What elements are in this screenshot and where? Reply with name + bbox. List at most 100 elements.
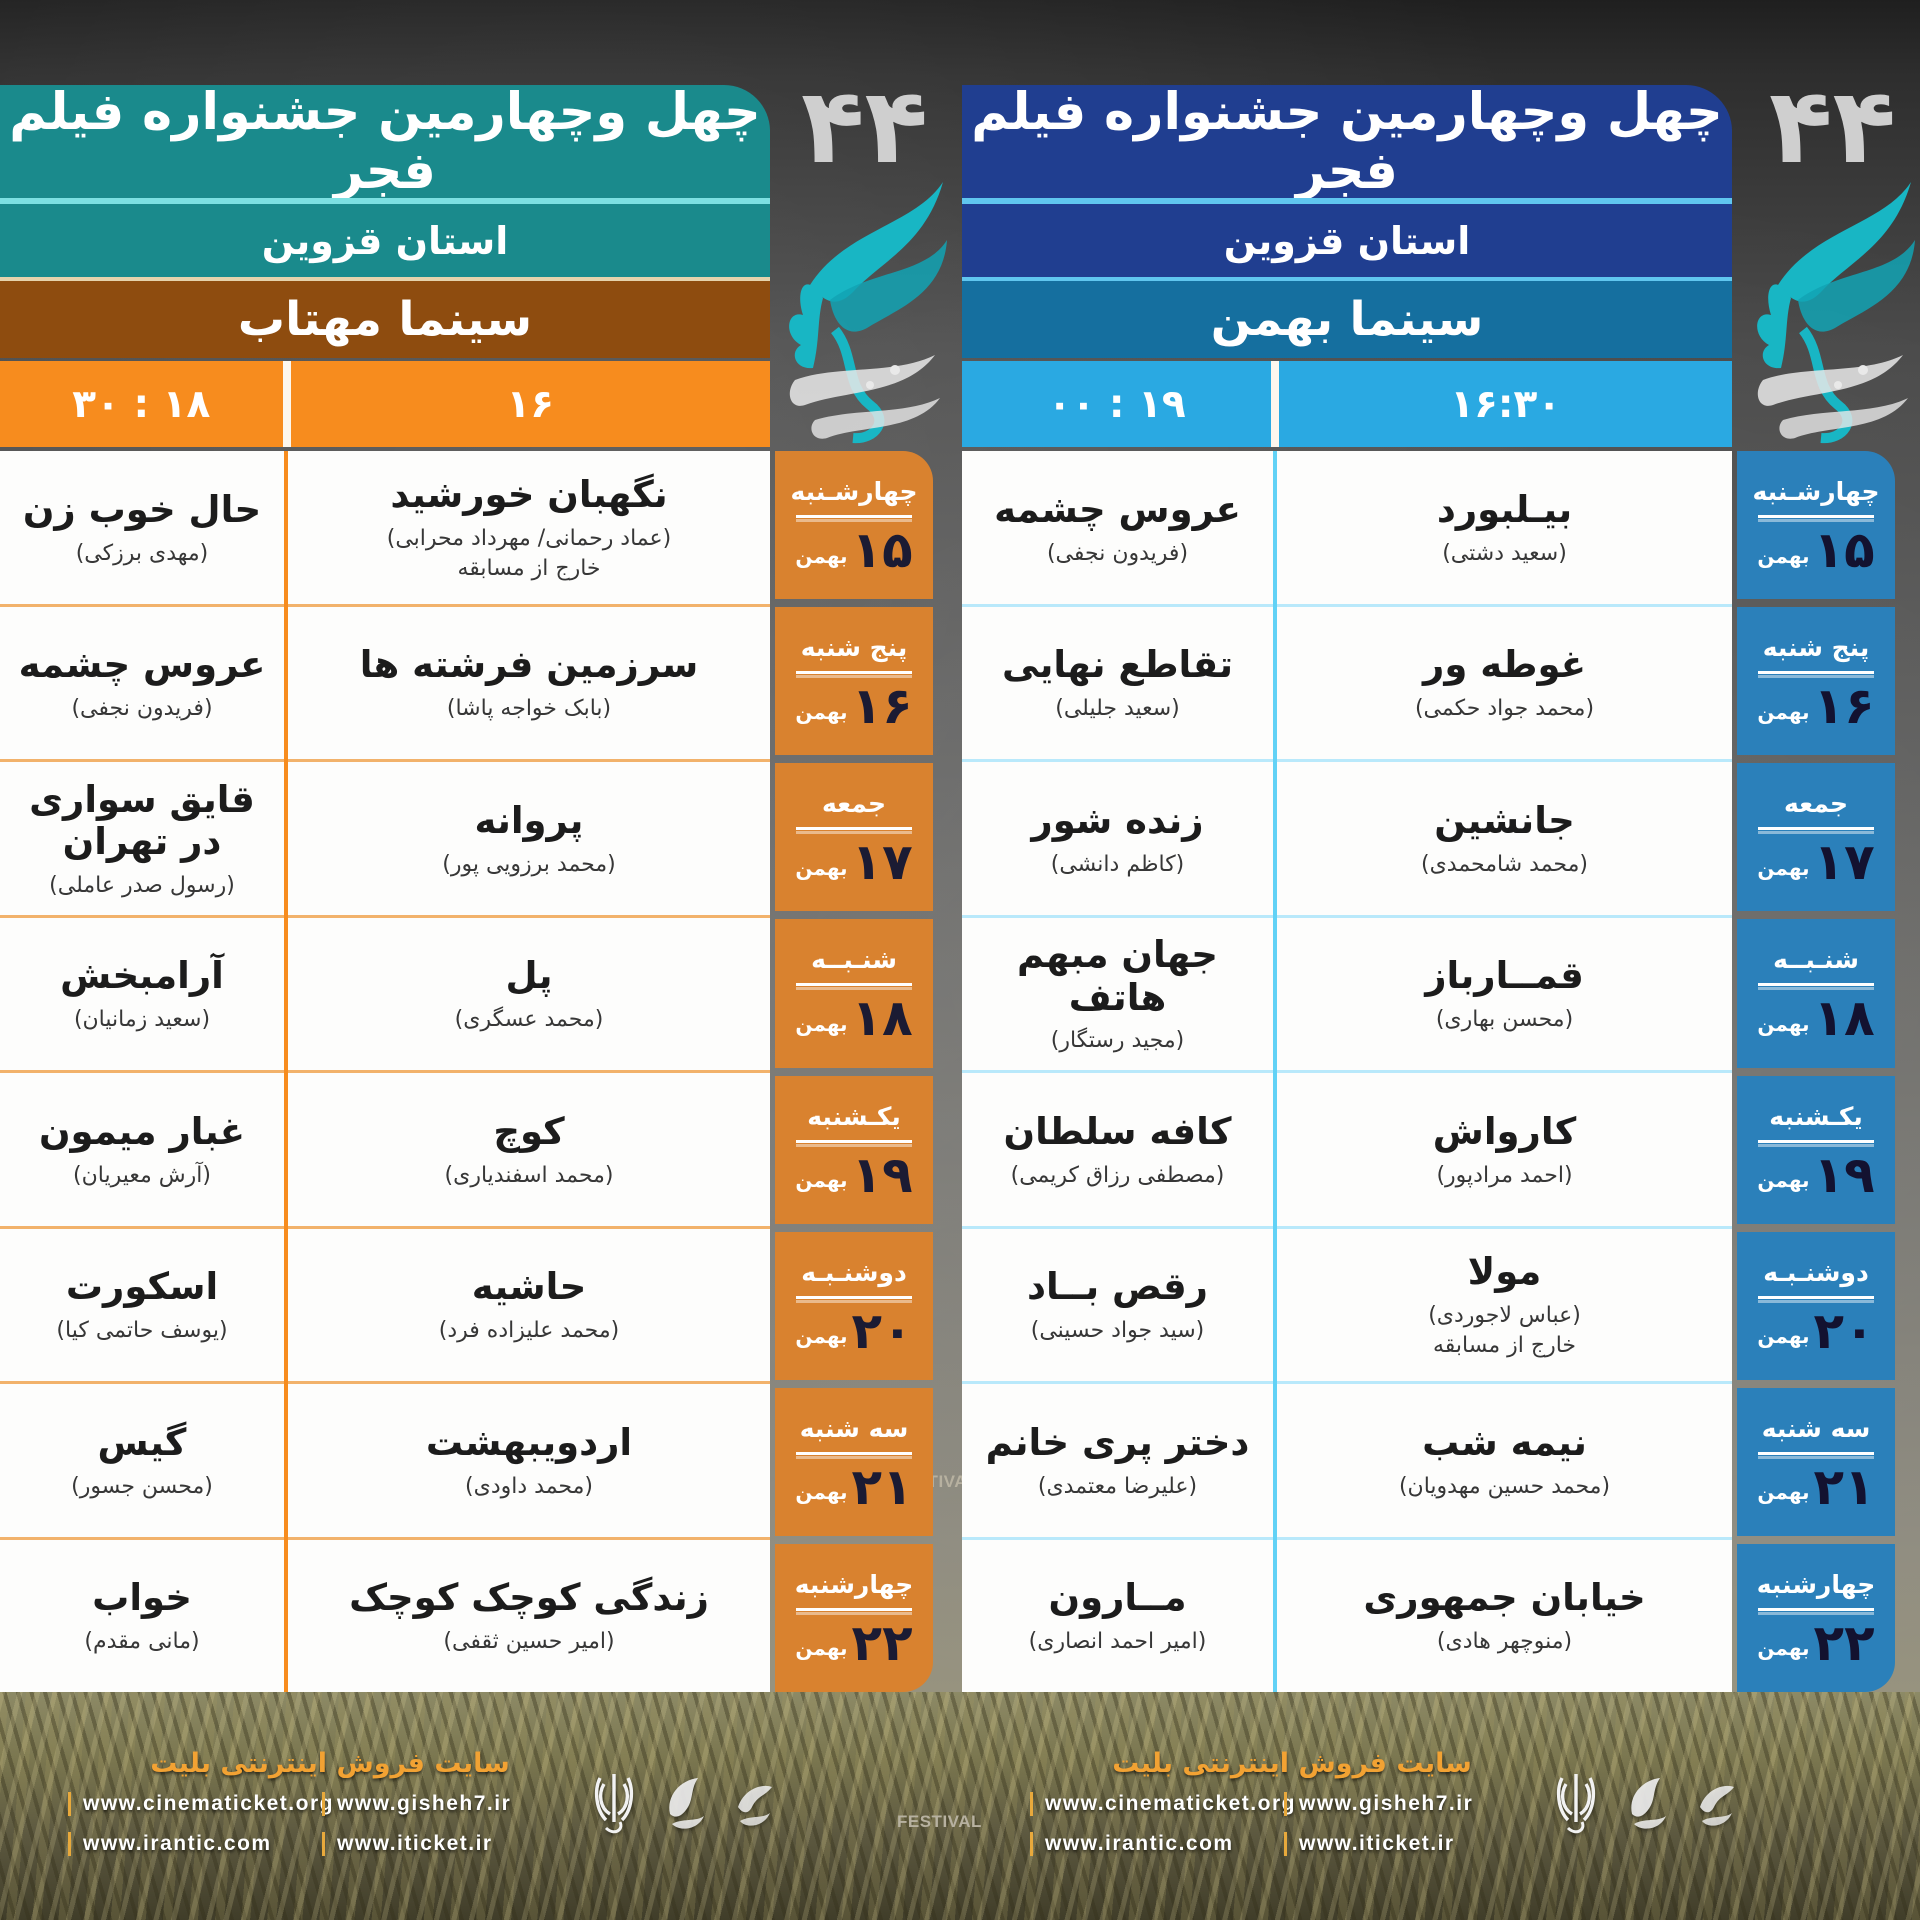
day-date: ۲۱ بهمن (1757, 1462, 1874, 1512)
showtime-early: ۱۶:۳۰ (1279, 361, 1732, 447)
farabi-foundation-logo (738, 1785, 772, 1826)
movie-title: نیمه شب (1422, 1420, 1587, 1464)
day-date-number: ۱۹ (851, 1145, 913, 1204)
competition-note: خارج از مسابقه (457, 555, 601, 581)
movie-director: (منوچهر هادی) (1436, 1629, 1573, 1655)
showtime-late: ۱۹ : ۰۰ (962, 361, 1272, 447)
movie-director: (عباس لاجوردی) (1428, 1303, 1581, 1329)
day-underline (1757, 1451, 1875, 1455)
festival-44-logo: ۴۴ (801, 65, 934, 187)
day-date-month: بهمن (795, 699, 848, 724)
festival-title: چهل وچهارمین جشنواره فیلم فجر (962, 83, 1732, 201)
movie-director: (مصطفی رزاق کریمی) (1010, 1162, 1225, 1188)
movie-director: (محمد اسفندیاری) (444, 1162, 614, 1188)
day-date: ۲۱ بهمن (795, 1457, 913, 1516)
province-name: استان قزوین (962, 204, 1732, 281)
movie-cell: حاشیه (محمد علیزاده فرد) (288, 1229, 770, 1382)
movie-director: (سعید دشتی) (1442, 540, 1567, 566)
movie-cell: بیـلبورد (سعید دشتی) (1277, 451, 1732, 604)
day-date: ۲۲ بهمن (795, 1618, 912, 1668)
day-name: چهارشـنبه (1752, 477, 1880, 507)
movie-cell: جهان مبهم هاتف (مجید رستگار) (962, 918, 1273, 1071)
movie-title: رقص بــاد (1027, 1265, 1208, 1309)
movie-title: گیس (97, 1420, 187, 1464)
movie-title: کارواش (1432, 1109, 1577, 1153)
day-date-number: ۲۲ (1813, 1613, 1875, 1672)
simurgh-phoenix-icon (788, 182, 947, 444)
movie-director: (محسن جسور) (71, 1473, 213, 1499)
day-underline (795, 1607, 913, 1611)
website-link: www.gisheh7.ir (1284, 1792, 1473, 1816)
day-name: شنـبــه (811, 945, 897, 975)
day-cell: سه شنبه ۲۱ بهمن (775, 1387, 933, 1536)
table-row: قایق سواری در تهران (رسول صدر عاملی) پروان… (0, 762, 770, 918)
day-cell: جمعه ۱۷ بهمن (775, 763, 933, 912)
table-row: رقص بــاد (سید جواد حسینی) مولا (عباس لاجور… (962, 1229, 1732, 1384)
day-underline (1757, 671, 1875, 675)
table-row: زنده شور (کاظم دانشی) جانشین (محمد شامحمدی) (962, 762, 1732, 918)
movie-director: (محمد داودی) (465, 1473, 593, 1499)
day-date-month: بهمن (1757, 1011, 1810, 1036)
movie-title: مــارون (1048, 1576, 1187, 1620)
day-date-month: بهمن (795, 1636, 848, 1661)
movie-cell: رقص بــاد (سید جواد حسینی) (962, 1229, 1273, 1382)
day-date-number: ۱۷ (1813, 833, 1875, 892)
day-name: سه شنبه (799, 1413, 909, 1443)
day-underline (795, 1295, 913, 1299)
day-column: چهارشـنبه ۱۵ بهمن پنج شنبه ۱۶ بهمن جمعه ۱۷ بهمن ش… (1737, 451, 1895, 1692)
day-date: ۱۸ بهمن (795, 989, 913, 1048)
website-link: www.irantic.com (1030, 1832, 1262, 1856)
day-date-number: ۱۵ (851, 521, 913, 580)
movie-director: (مانی مقدم) (84, 1629, 200, 1655)
showtime-header: ۱۹ : ۰۰ ۱۶:۳۰ (962, 361, 1732, 447)
festival-logo: ۴۴ (1740, 62, 1920, 462)
ticket-sales-title: سایت فروش اینترنتی بلیت (1112, 1748, 1472, 1779)
showtime-header: ۱۸ : ۳۰ ۱۶ (0, 361, 770, 447)
movie-director: (عماد رحمانی/ مهرداد محرابی) (386, 525, 672, 551)
iran-emblem-logo (594, 1773, 634, 1834)
movie-director: (فریدون نجفی) (1046, 540, 1189, 566)
movie-cell: پروانه (محمد برزویی پور) (288, 762, 770, 915)
sponsor-logos (590, 1770, 774, 1840)
day-underline (795, 1451, 913, 1455)
day-date-month: بهمن (1757, 855, 1810, 880)
movie-title: جانشین (1434, 798, 1575, 842)
day-name: پنج شنبه (800, 633, 908, 663)
cinema-name: سینما مهتاب (0, 281, 770, 358)
movie-director: (محمد عسگری) (454, 1007, 604, 1033)
showtime-early: ۱۶ (290, 361, 770, 447)
ticket-sales-title: سایت فروش اینترنتی بلیت (150, 1748, 510, 1779)
movie-director: (محمد حسین مهدویان) (1398, 1473, 1611, 1499)
day-name: جمعه (821, 789, 887, 819)
movie-director: (امیر احمد انصاری) (1028, 1629, 1207, 1655)
day-date: ۱۷ بهمن (1757, 833, 1875, 892)
movie-cell: قمــارباز (محسن بهاری) (1277, 918, 1732, 1071)
day-date-number: ۲۱ (851, 1457, 913, 1516)
movie-cell: غبار میمون (آرش معیریان) (0, 1073, 284, 1226)
schedule-table: حال خوب زن (مهدی برزکی) نگهبان خورشید (عماد… (0, 451, 770, 1692)
movie-title: مولا (1467, 1250, 1542, 1294)
day-cell: یکـشنبه ۱۹ بهمن (1737, 1075, 1895, 1224)
festival-44-logo: ۴۴ (1769, 65, 1902, 187)
day-date-number: ۱۸ (851, 989, 913, 1048)
day-date: ۱۹ بهمن (1757, 1150, 1874, 1200)
day-name: چهارشـنبه (790, 477, 918, 507)
day-date-month: بهمن (795, 855, 848, 880)
movie-title: حال خوب زن (22, 487, 262, 531)
iran-emblem-logo (1556, 1773, 1596, 1834)
day-date: ۱۶ بهمن (795, 681, 912, 731)
day-date-month: بهمن (1757, 1636, 1810, 1661)
movie-title: غوطه ور (1423, 643, 1586, 687)
cinema-organization-logo (1631, 1778, 1666, 1829)
movie-cell: گیس (محسن جسور) (0, 1384, 284, 1537)
movie-title: جهان مبهم هاتف (1017, 933, 1218, 1019)
ticket-footer: سایت فروش اینترنتی بلیت www.cinematicket… (962, 1730, 1920, 1900)
day-name: چهارشنبه (794, 1569, 914, 1599)
day-date-number: ۱۸ (1813, 989, 1875, 1048)
movie-director: (محمد علیزاده فرد) (438, 1318, 620, 1344)
movie-director: (سعید زمانیان) (73, 1007, 211, 1033)
ticket-websites: www.cinematicket.org www.gisheh7.ir www.… (68, 1792, 511, 1856)
movie-director: (مهدی برزکی) (75, 540, 209, 566)
movie-title: عروس چشمه (18, 643, 266, 687)
